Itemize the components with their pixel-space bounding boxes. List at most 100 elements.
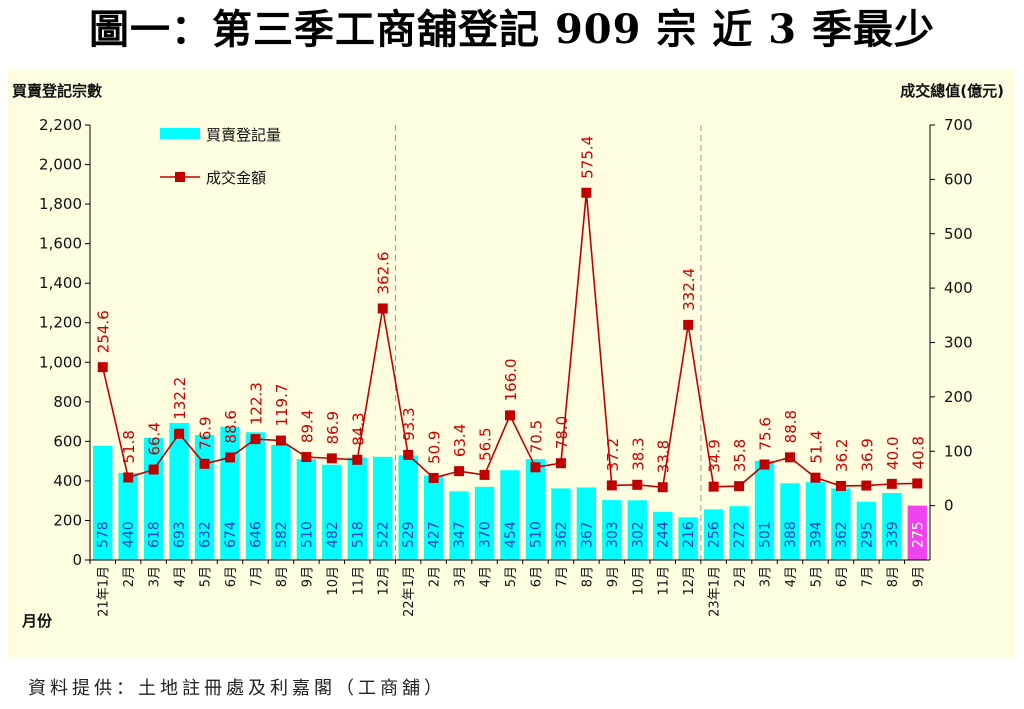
bar xyxy=(169,422,189,560)
legend-line-label: 成交金額 xyxy=(206,169,266,187)
line-value-label: 34.9 xyxy=(706,439,724,472)
source-note: 資料提供：土地註冊處及利嘉閣（工商舖） xyxy=(28,678,446,699)
line-marker xyxy=(555,458,566,469)
bar xyxy=(245,432,266,560)
bar xyxy=(373,456,393,560)
x-tick-label: 6月 xyxy=(224,566,239,587)
line-marker xyxy=(225,452,235,463)
line-marker xyxy=(250,434,261,445)
x-tick-label: 3月 xyxy=(148,566,163,587)
bar xyxy=(296,459,317,560)
left-tick-label: 800 xyxy=(53,393,82,411)
line-value-label: 75.6 xyxy=(757,417,775,450)
left-tick-label: 200 xyxy=(53,511,82,529)
line-marker xyxy=(657,482,668,493)
line-value-label: 66.4 xyxy=(146,422,164,455)
line-value-label: 119.7 xyxy=(273,384,291,427)
bar xyxy=(754,460,775,560)
bar-value-label: 482 xyxy=(325,521,341,548)
line-marker xyxy=(403,449,414,460)
bar xyxy=(907,505,927,560)
bar-value-label: 244 xyxy=(656,521,672,548)
line-value-labels: 254.6 51.8 66.4 132.2 76.9 88.6 122.3 119.7 89.4… xyxy=(95,136,928,473)
line-marker xyxy=(734,481,745,492)
bar-value-label: 510 xyxy=(528,521,544,548)
bar xyxy=(551,488,571,560)
x-tick-label: 5月 xyxy=(199,566,214,587)
line-value-label: 86.9 xyxy=(324,411,342,444)
x-tick-label: 22年1月 xyxy=(402,566,417,617)
line-value-label: 33.8 xyxy=(655,440,673,473)
right-tick-label: 500 xyxy=(944,225,973,243)
x-tick-label: 8月 xyxy=(886,566,901,587)
x-tick-label: 10月 xyxy=(631,566,646,596)
line-marker xyxy=(810,472,821,483)
left-tick-label: 600 xyxy=(53,432,82,450)
line-value-label: 78.0 xyxy=(553,416,571,449)
bar-value-label: 347 xyxy=(452,521,468,548)
x-tick-label: 7月 xyxy=(555,566,570,587)
line-value-label: 89.4 xyxy=(298,410,316,443)
line-marker xyxy=(683,319,694,330)
bar xyxy=(627,500,647,560)
left-tick-label: 1,400 xyxy=(39,274,82,292)
bar-value-label: 427 xyxy=(427,521,443,548)
line-marker xyxy=(97,362,108,373)
bar-value-label: 693 xyxy=(172,521,188,548)
right-tick-label: 100 xyxy=(944,442,973,460)
x-tick-label: 12月 xyxy=(377,566,392,596)
line-series xyxy=(97,187,923,493)
line-value-label: 63.4 xyxy=(451,424,469,457)
bar-value-label: 510 xyxy=(299,521,315,548)
bar xyxy=(398,455,418,560)
axes: 0 200 400 600 800 1,000 1,200 1,400 1,600 1,800 2,… xyxy=(12,82,1004,630)
bar xyxy=(449,491,469,560)
line-value-label: 37.2 xyxy=(604,438,622,471)
right-tick-label: 600 xyxy=(944,170,973,188)
line-marker xyxy=(174,428,185,439)
line-value-label: 332.4 xyxy=(680,268,698,311)
bar xyxy=(271,444,291,560)
left-tick-label: 2,200 xyxy=(39,116,82,134)
bar xyxy=(423,475,444,560)
bar-value-label: 295 xyxy=(859,521,875,548)
line-value-label: 35.8 xyxy=(731,439,749,472)
x-tick-label: 11月 xyxy=(657,566,672,596)
legend-bar-swatch xyxy=(160,128,200,139)
legend-bar-label: 買賣登記量 xyxy=(206,126,281,144)
line-value-label: 84.3 xyxy=(349,412,367,445)
bar-value-labels: 578 440 618 693 632 674 646 582 510 482 518 522 529 4… xyxy=(96,521,927,548)
bar-value-label: 275 xyxy=(910,521,926,548)
line-value-label: 36.9 xyxy=(858,438,876,471)
bar-value-label: 518 xyxy=(350,521,366,548)
line-value-label: 36.2 xyxy=(833,439,851,472)
right-tick-label: 300 xyxy=(944,334,973,352)
left-tick-label: 1,200 xyxy=(39,314,82,332)
x-tick-label: 7月 xyxy=(860,566,875,587)
bar-value-label: 394 xyxy=(808,521,824,548)
line-value-label: 132.2 xyxy=(171,377,189,420)
bar-value-label: 440 xyxy=(121,521,137,548)
line-value-label: 51.4 xyxy=(807,430,825,463)
left-tick-label: 0 xyxy=(72,551,82,569)
bar xyxy=(525,459,546,560)
line-value-label: 166.0 xyxy=(502,358,520,401)
x-axis-title: 月份 xyxy=(21,612,53,630)
bar-value-label: 388 xyxy=(783,521,799,548)
line-marker xyxy=(606,480,617,491)
line-marker xyxy=(632,479,643,490)
legend-line-marker xyxy=(175,172,185,182)
bar xyxy=(118,473,138,560)
line-marker xyxy=(148,464,159,475)
bar-value-label: 582 xyxy=(274,521,290,548)
x-tick-label: 7月 xyxy=(249,566,264,587)
right-tick-label: 0 xyxy=(944,497,954,515)
bar-value-label: 529 xyxy=(401,521,417,548)
line-marker xyxy=(861,480,872,491)
line-marker xyxy=(886,478,897,489)
bar xyxy=(882,492,902,560)
x-tick-label: 5月 xyxy=(504,566,519,587)
bar-value-label: 522 xyxy=(376,521,392,548)
x-tick-label: 12月 xyxy=(682,566,697,596)
bar-value-label: 339 xyxy=(885,521,901,548)
